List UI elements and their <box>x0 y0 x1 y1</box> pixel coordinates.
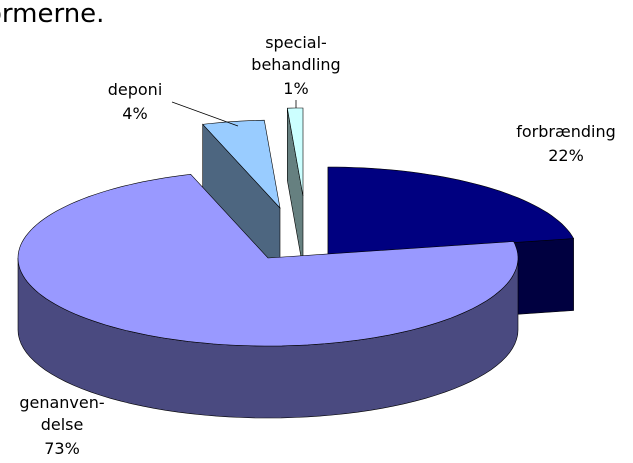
slice-value-label: 1% <box>283 79 308 98</box>
slice-label: deponi <box>108 80 163 99</box>
slice-label: genanven- <box>19 393 104 412</box>
caption-fragment: ormerne. <box>0 0 104 29</box>
slice-value-label: 73% <box>44 439 80 458</box>
pie-slice <box>286 107 304 269</box>
slice-value-label: 4% <box>122 104 147 123</box>
leader-line <box>171 101 239 127</box>
slice-top <box>286 107 304 197</box>
pie-slice <box>17 173 519 419</box>
slice-top <box>202 119 281 209</box>
slice-value-label: 22% <box>548 146 584 165</box>
slice-label: special- <box>265 33 327 52</box>
pie-slice <box>202 119 281 281</box>
slice-top <box>327 166 575 256</box>
slice-label: forbrænding <box>516 122 615 141</box>
slice-top <box>17 173 519 347</box>
slice-label: behandling <box>251 55 340 74</box>
slice-label: delse <box>41 415 84 434</box>
